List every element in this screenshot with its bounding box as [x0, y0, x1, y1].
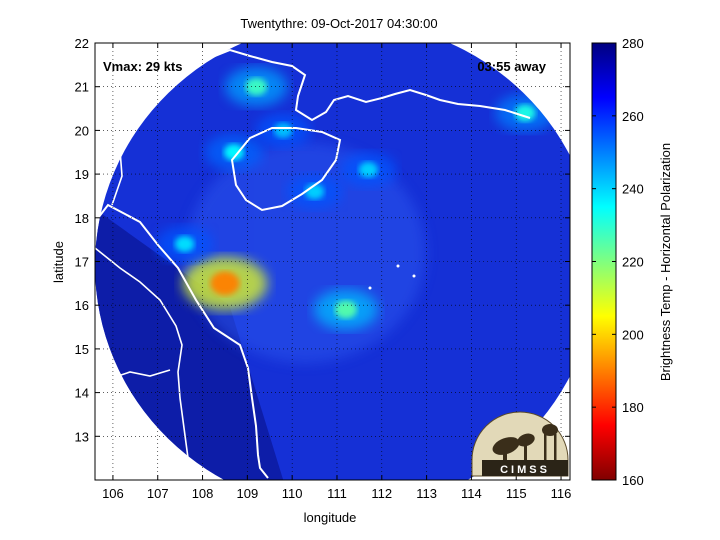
y-tick-label: 14 [75, 386, 89, 401]
feature-core [358, 161, 378, 178]
colorbar-tick-label: 180 [622, 400, 644, 415]
x-tick-label: 107 [147, 486, 169, 501]
coastlines [95, 48, 531, 480]
islet [368, 286, 372, 290]
x-tick-label: 114 [461, 486, 482, 501]
x-tick-label: 110 [282, 486, 303, 501]
y-tick-label: 17 [75, 255, 89, 270]
y-tick-label: 15 [75, 342, 89, 357]
colorbar-label: Brightness Temp - Horizontal Polarizatio… [658, 143, 673, 381]
islet [412, 274, 416, 278]
x-tick-label: 106 [102, 486, 124, 501]
y-tick-label: 13 [75, 429, 89, 444]
cimss-logo: CIMSS [471, 411, 569, 477]
colorbar-tick-label: 260 [622, 109, 644, 124]
x-tick-label: 113 [416, 486, 437, 501]
grid [95, 42, 570, 480]
coastline-hainan [230, 127, 342, 212]
colorbar-tick-label: 160 [622, 473, 644, 488]
x-tick-label: 115 [506, 486, 527, 501]
y-tick-label: 22 [75, 36, 89, 51]
colorbar-ticks: 160 180 200 220 240 260 280 [592, 36, 644, 488]
islet [396, 264, 400, 268]
x-tick-label: 108 [192, 486, 214, 501]
y-tick-label: 20 [75, 123, 89, 138]
y-tick-label: 16 [75, 298, 89, 313]
x-tick-label: 109 [237, 486, 259, 501]
feature-core [514, 104, 536, 122]
logo-text: CIMSS [500, 464, 550, 476]
y-tick-label: 18 [75, 211, 89, 226]
time-away-annotation: 03:55 away [477, 59, 546, 74]
x-tick-label: 112 [371, 486, 392, 501]
colorbar-tick-label: 240 [622, 182, 644, 197]
feature-core [334, 300, 357, 319]
border-laos-vietnam [95, 247, 191, 480]
y-axis-ticks: 13 14 15 16 17 18 19 20 21 22 [75, 36, 570, 444]
y-axis-label: latitude [51, 241, 66, 283]
features [156, 67, 556, 330]
feature-core [223, 144, 244, 161]
colorbar-tick-label: 200 [622, 327, 644, 342]
feature-core [210, 271, 240, 296]
chart-title: Twentythre: 09-Oct-2017 04:30:00 [240, 16, 437, 31]
coastline-china [95, 48, 531, 179]
feature-core [174, 236, 195, 252]
y-tick-label: 19 [75, 167, 89, 182]
vmax-annotation: Vmax: 29 kts [103, 59, 183, 74]
border-cambodia [111, 369, 171, 379]
x-axis-label: longitude [304, 510, 357, 525]
border-china-vietnam [109, 127, 123, 206]
axes-frame [94, 42, 571, 481]
coastline-vietnam [95, 203, 269, 479]
x-tick-label: 111 [327, 486, 347, 501]
feature-core [245, 77, 268, 96]
colorbar-tick-label: 280 [622, 36, 644, 51]
colorbar-tick-label: 220 [622, 255, 644, 270]
y-tick-label: 21 [75, 80, 89, 95]
x-axis-ticks: 106 107 108 109 110 111 112 113 114 115 116 [102, 43, 571, 501]
x-tick-label: 116 [551, 486, 572, 501]
